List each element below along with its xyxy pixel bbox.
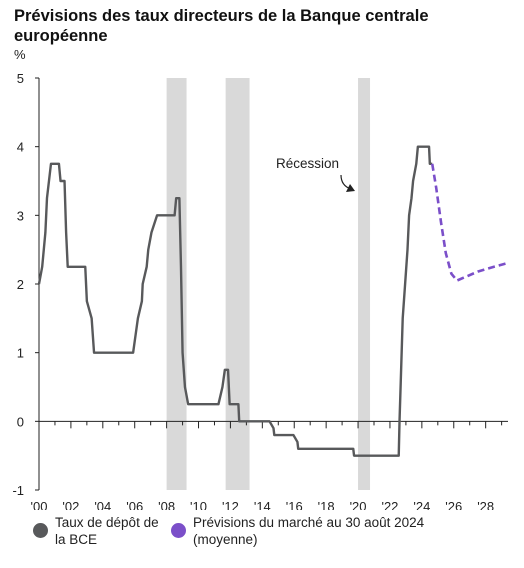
y-axis-unit-label: % [14, 47, 26, 62]
x-tick-label: '00 [31, 499, 48, 510]
x-tick-label: '24 [413, 499, 430, 510]
legend-swatch-deposit-rate [33, 523, 48, 538]
x-tick-label: '18 [318, 499, 335, 510]
x-tick-label: '26 [445, 499, 462, 510]
y-tick-label: -1 [12, 483, 24, 498]
recession-band-3 [358, 78, 371, 490]
y-tick-label: 0 [17, 414, 24, 429]
recession-annotation: Récession [276, 156, 339, 171]
y-tick-label: 3 [17, 208, 24, 223]
chart-title: Prévisions des taux directeurs de la Ban… [14, 7, 429, 45]
y-tick-label: 1 [17, 346, 24, 361]
series-line-deposit-rate [37, 145, 433, 457]
recession-band-1 [166, 78, 187, 490]
legend-label-deposit-rate: Taux de dépôt de la BCE [55, 515, 159, 547]
series-line-market-forecast [430, 163, 507, 282]
y-tick-label: 4 [17, 140, 24, 155]
x-tick-label: '06 [126, 499, 143, 510]
x-tick-label: '20 [350, 499, 367, 510]
x-tick-label: '16 [286, 499, 303, 510]
line-chart: -1 0 1 2 3 4 5 '00 '02 '04 '06 '08 '10 '12 '14 '16 '18 '2… [12, 71, 508, 510]
x-tick-label: '28 [477, 499, 494, 510]
x-tick-label: '22 [381, 499, 398, 510]
x-tick-label: '10 [190, 499, 207, 510]
y-tick-label: 5 [17, 71, 24, 86]
x-tick-label: '04 [94, 499, 111, 510]
x-tick-label: '14 [254, 499, 271, 510]
recession-band-2 [225, 78, 250, 490]
y-tick-label: 2 [17, 277, 24, 292]
x-tick-label: '08 [158, 499, 175, 510]
legend-label-market-forecast: Prévisions du marché au 30 août 2024 (mo… [193, 515, 425, 547]
x-tick-label: '02 [62, 499, 79, 510]
annotation-arrow-head [346, 184, 355, 192]
x-tick-label: '12 [222, 499, 239, 510]
legend-swatch-market-forecast [171, 523, 186, 538]
